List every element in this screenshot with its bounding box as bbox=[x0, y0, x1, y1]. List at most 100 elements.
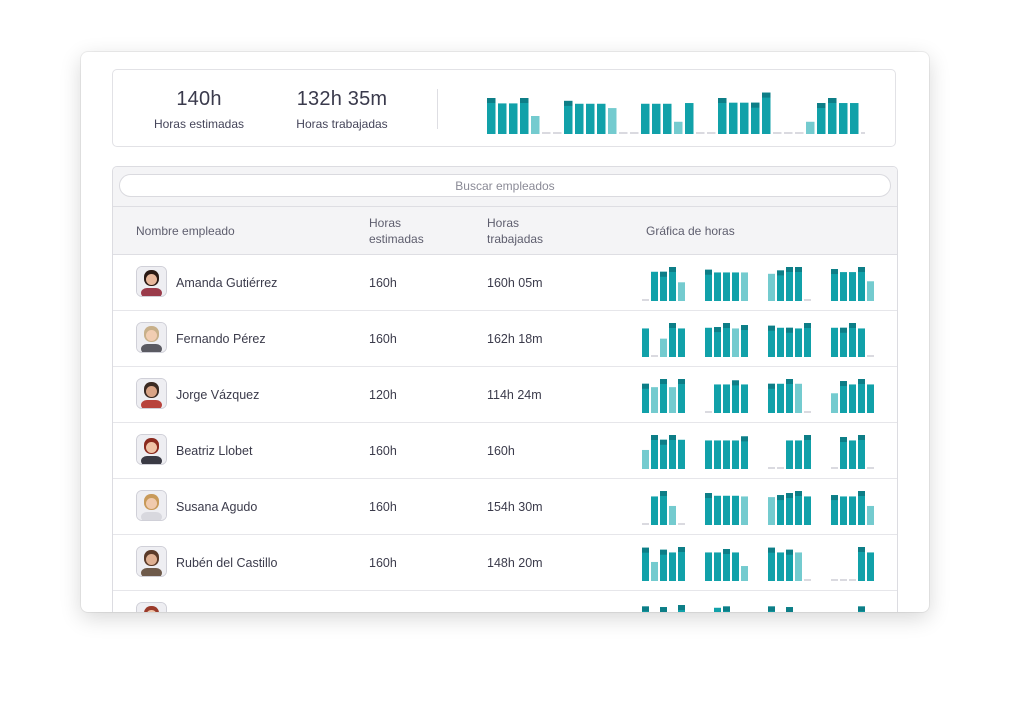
day-bar-overtime-cap bbox=[858, 547, 865, 552]
app-window: 140h Horas estimadas 132h 35m Horas trab… bbox=[81, 52, 929, 612]
day-bar bbox=[678, 547, 685, 581]
avatar-shirt bbox=[141, 344, 162, 352]
avatar-face bbox=[146, 386, 157, 397]
day-bar-overtime-cap bbox=[840, 437, 847, 443]
empty-day-bar bbox=[861, 132, 865, 134]
table-row[interactable] bbox=[113, 591, 897, 612]
header-estimated-hours[interactable]: Horas estimadas bbox=[369, 216, 424, 246]
empty-day-bar bbox=[849, 579, 856, 581]
day-bar bbox=[642, 328, 649, 357]
empty-day-bar bbox=[553, 132, 562, 134]
day-bar-overtime-cap bbox=[786, 267, 793, 272]
table-row[interactable]: Susana Agudo 160h 154h 30m bbox=[113, 479, 897, 535]
day-bar bbox=[714, 552, 721, 581]
day-bar bbox=[768, 273, 775, 301]
day-bar bbox=[732, 328, 739, 357]
day-bar-overtime-cap bbox=[678, 547, 685, 552]
table-row[interactable]: Amanda Gutiérrez 160h 160h 05m bbox=[113, 255, 897, 311]
avatar bbox=[136, 378, 167, 409]
worked-hours-cell: 160h bbox=[487, 444, 515, 458]
day-bar bbox=[705, 269, 712, 301]
empty-day-bar bbox=[804, 299, 811, 301]
empty-day-bar bbox=[784, 132, 793, 134]
empty-day-bar bbox=[804, 579, 811, 581]
day-bar bbox=[723, 323, 730, 357]
day-bar bbox=[660, 338, 667, 357]
search-input[interactable] bbox=[119, 174, 891, 197]
day-bar bbox=[786, 327, 793, 357]
day-bar bbox=[858, 435, 865, 469]
table-row[interactable]: Beatriz Llobet 160h 160h bbox=[113, 423, 897, 479]
empty-day-bar bbox=[777, 467, 784, 469]
day-bar bbox=[849, 272, 856, 301]
day-bar-overtime-cap bbox=[768, 325, 775, 331]
day-bar-overtime-cap bbox=[858, 606, 865, 612]
day-bar bbox=[741, 566, 748, 581]
day-bar bbox=[741, 436, 748, 469]
day-bar bbox=[651, 435, 658, 469]
day-bar-overtime-cap bbox=[642, 606, 649, 612]
day-bar bbox=[786, 549, 793, 581]
day-bar bbox=[732, 552, 739, 581]
day-bar bbox=[786, 379, 793, 413]
table-row[interactable]: Fernando Pérez 160h 162h 18m bbox=[113, 311, 897, 367]
day-bar-overtime-cap bbox=[804, 435, 811, 440]
day-bar bbox=[597, 103, 606, 134]
day-bar-overtime-cap bbox=[660, 549, 667, 555]
day-bar bbox=[678, 328, 685, 357]
day-bar bbox=[762, 92, 771, 134]
empty-day-bar bbox=[795, 132, 804, 134]
day-bar bbox=[678, 439, 685, 469]
table-row[interactable]: Jorge Vázquez 120h 114h 24m bbox=[113, 367, 897, 423]
day-bar-overtime-cap bbox=[768, 547, 775, 553]
day-bar-overtime-cap bbox=[795, 267, 802, 272]
day-bar-overtime-cap bbox=[642, 383, 649, 389]
day-bar bbox=[786, 267, 793, 301]
employee-name: Beatriz Llobet bbox=[176, 444, 253, 458]
empty-day-bar bbox=[642, 299, 649, 301]
employee-name: Amanda Gutiérrez bbox=[176, 276, 278, 290]
day-bar bbox=[509, 103, 518, 134]
day-bar-overtime-cap bbox=[723, 549, 730, 555]
worked-hours-label: Horas trabajadas bbox=[296, 117, 388, 131]
day-bar bbox=[777, 495, 784, 525]
table-row[interactable]: Rubén del Castillo 160h 148h 20m bbox=[113, 535, 897, 591]
estimated-hours-cell: 160h bbox=[369, 444, 397, 458]
day-bar-overtime-cap bbox=[804, 323, 811, 328]
day-bar-overtime-cap bbox=[669, 435, 676, 440]
employee-hours-chart bbox=[642, 435, 874, 469]
day-bar bbox=[817, 103, 826, 134]
day-bar bbox=[849, 323, 856, 357]
day-bar bbox=[678, 379, 685, 413]
empty-day-bar bbox=[768, 467, 775, 469]
avatar-face bbox=[146, 330, 157, 341]
employee-hours-chart bbox=[642, 379, 874, 413]
day-bar bbox=[723, 549, 730, 581]
empty-day-bar bbox=[705, 411, 712, 413]
day-bar bbox=[858, 379, 865, 413]
day-bar bbox=[669, 267, 676, 301]
day-bar bbox=[831, 327, 838, 357]
day-bar bbox=[723, 440, 730, 469]
employee-hours-chart bbox=[642, 605, 865, 612]
header-worked-hours[interactable]: Horas trabajadas bbox=[487, 216, 544, 246]
day-bar bbox=[858, 491, 865, 525]
day-bar-overtime-cap bbox=[718, 98, 727, 103]
header-hours-chart: Gráfica de horas bbox=[646, 224, 735, 238]
day-bar bbox=[795, 383, 802, 413]
day-bar bbox=[669, 505, 676, 525]
day-bar bbox=[651, 387, 658, 413]
day-bar-overtime-cap bbox=[828, 98, 837, 103]
day-bar bbox=[786, 440, 793, 469]
day-bar bbox=[718, 98, 727, 134]
header-employee-name[interactable]: Nombre empleado bbox=[136, 224, 235, 238]
day-bar-overtime-cap bbox=[723, 323, 730, 328]
day-bar bbox=[714, 272, 721, 301]
day-bar-overtime-cap bbox=[768, 383, 775, 389]
day-bar bbox=[840, 496, 847, 525]
day-bar-overtime-cap bbox=[660, 439, 667, 445]
day-bar bbox=[714, 495, 721, 525]
search-bar bbox=[113, 167, 897, 207]
empty-day-bar bbox=[831, 467, 838, 469]
avatar bbox=[136, 266, 167, 297]
